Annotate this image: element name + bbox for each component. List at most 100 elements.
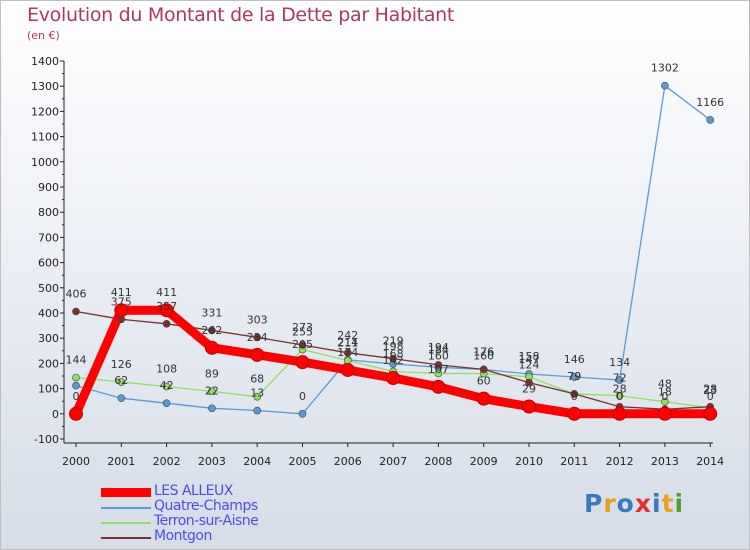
x-tick-label: 2007 bbox=[379, 455, 407, 468]
data-point bbox=[72, 381, 80, 390]
y-tick-label: 800 bbox=[38, 206, 59, 219]
data-point bbox=[250, 347, 265, 362]
data-label: 42 bbox=[160, 379, 174, 392]
data-point bbox=[159, 303, 174, 318]
data-label: 214 bbox=[337, 336, 358, 349]
data-label: 146 bbox=[564, 353, 585, 366]
data-point bbox=[298, 409, 307, 418]
data-label: 375 bbox=[111, 295, 132, 308]
data-label: 205 bbox=[292, 338, 313, 351]
data-label: 60 bbox=[477, 375, 491, 388]
data-label: 176 bbox=[473, 345, 494, 358]
x-tick-label: 2012 bbox=[606, 455, 634, 468]
data-point bbox=[208, 326, 216, 335]
data-label: 62 bbox=[114, 374, 128, 387]
data-label: 28 bbox=[703, 383, 717, 396]
data-point bbox=[615, 391, 624, 400]
data-point bbox=[117, 394, 126, 402]
data-point bbox=[479, 365, 488, 374]
x-tick-label: 2001 bbox=[107, 455, 135, 468]
data-point bbox=[612, 406, 627, 421]
data-point bbox=[434, 369, 443, 378]
logo-letter: r bbox=[603, 489, 617, 518]
x-tick-label: 2003 bbox=[198, 455, 226, 468]
y-tick-label: 300 bbox=[38, 332, 59, 345]
data-point bbox=[208, 404, 216, 413]
data-point bbox=[434, 361, 443, 369]
logo-letter: i bbox=[652, 489, 662, 518]
data-label: 158 bbox=[519, 350, 540, 363]
data-label: 411 bbox=[111, 286, 132, 299]
y-tick-label: 100 bbox=[38, 383, 59, 396]
x-tick-label: 2005 bbox=[289, 455, 317, 468]
data-label: 29 bbox=[522, 382, 536, 395]
legend-swatch bbox=[101, 522, 151, 524]
data-label: 0 bbox=[299, 390, 306, 403]
y-tick-label: 200 bbox=[38, 357, 59, 370]
data-label: 303 bbox=[247, 313, 268, 326]
data-point bbox=[661, 81, 669, 90]
data-label: 234 bbox=[247, 331, 268, 344]
y-tick-label: -100 bbox=[34, 433, 59, 446]
data-point bbox=[162, 382, 171, 391]
data-label: 144 bbox=[66, 354, 87, 367]
data-label: 168 bbox=[383, 347, 404, 360]
data-point bbox=[117, 378, 126, 386]
data-label: 28 bbox=[613, 383, 627, 396]
proxiti-logo: Proxiti bbox=[584, 489, 684, 518]
data-labels: 0 411 411 262 234 205 174 142 107 60 29 0 0 0 0 62 42 22 1… bbox=[66, 62, 725, 403]
data-point bbox=[567, 406, 582, 421]
data-label: 0 bbox=[571, 390, 578, 403]
data-label: 406 bbox=[66, 287, 87, 300]
data-label: 0 bbox=[661, 390, 668, 403]
data-label: 107 bbox=[428, 363, 449, 376]
data-label: 273 bbox=[292, 321, 313, 334]
data-point bbox=[476, 391, 491, 406]
logo-letter: x bbox=[634, 489, 652, 518]
data-point bbox=[72, 307, 80, 316]
y-tick-label: 1100 bbox=[31, 131, 59, 144]
y-tick-label: 600 bbox=[38, 257, 59, 270]
y-tick-label: 500 bbox=[38, 282, 59, 295]
data-label: 68 bbox=[250, 373, 264, 386]
data-point bbox=[386, 371, 401, 386]
y-tick-label: 400 bbox=[38, 307, 59, 320]
data-label: 0 bbox=[73, 390, 80, 403]
data-point bbox=[253, 333, 262, 342]
x-tick-label: 2004 bbox=[243, 455, 271, 468]
x-tick-label: 2002 bbox=[153, 455, 181, 468]
data-label: 262 bbox=[201, 324, 222, 337]
data-point bbox=[162, 320, 171, 328]
data-label: 176 bbox=[473, 345, 494, 358]
chart-subtitle: (en €) bbox=[27, 29, 60, 42]
data-label: 0 bbox=[707, 390, 714, 403]
data-label: 18 bbox=[658, 385, 672, 398]
legend-swatch bbox=[101, 537, 151, 539]
data-label: 126 bbox=[111, 358, 132, 371]
data-point bbox=[114, 303, 129, 318]
data-label: 211 bbox=[337, 337, 358, 350]
logo-letter: i bbox=[674, 489, 685, 518]
y-tick-label: 1200 bbox=[31, 105, 59, 118]
data-point bbox=[295, 355, 310, 370]
data-label: 147 bbox=[519, 353, 540, 366]
data-label: 22 bbox=[205, 384, 219, 397]
legend-label: Montgon bbox=[154, 528, 212, 544]
x-tick-label: 2011 bbox=[560, 455, 588, 468]
y-tick-label: 1300 bbox=[31, 80, 59, 93]
logo-letter: t bbox=[661, 489, 675, 518]
data-point bbox=[72, 373, 80, 382]
legend-swatch bbox=[101, 488, 151, 497]
data-label: 1302 bbox=[651, 62, 679, 75]
x-tick-label: 2013 bbox=[651, 455, 679, 468]
data-point bbox=[615, 376, 624, 384]
data-point bbox=[298, 341, 307, 349]
data-label: 255 bbox=[292, 326, 313, 339]
axes: -100010020030040050060070080090010001100… bbox=[31, 55, 724, 468]
data-label: 331 bbox=[201, 306, 222, 319]
data-label: 23 bbox=[703, 384, 717, 397]
legend-label: LES ALLEUX bbox=[154, 483, 233, 499]
data-label: 13 bbox=[250, 387, 264, 400]
